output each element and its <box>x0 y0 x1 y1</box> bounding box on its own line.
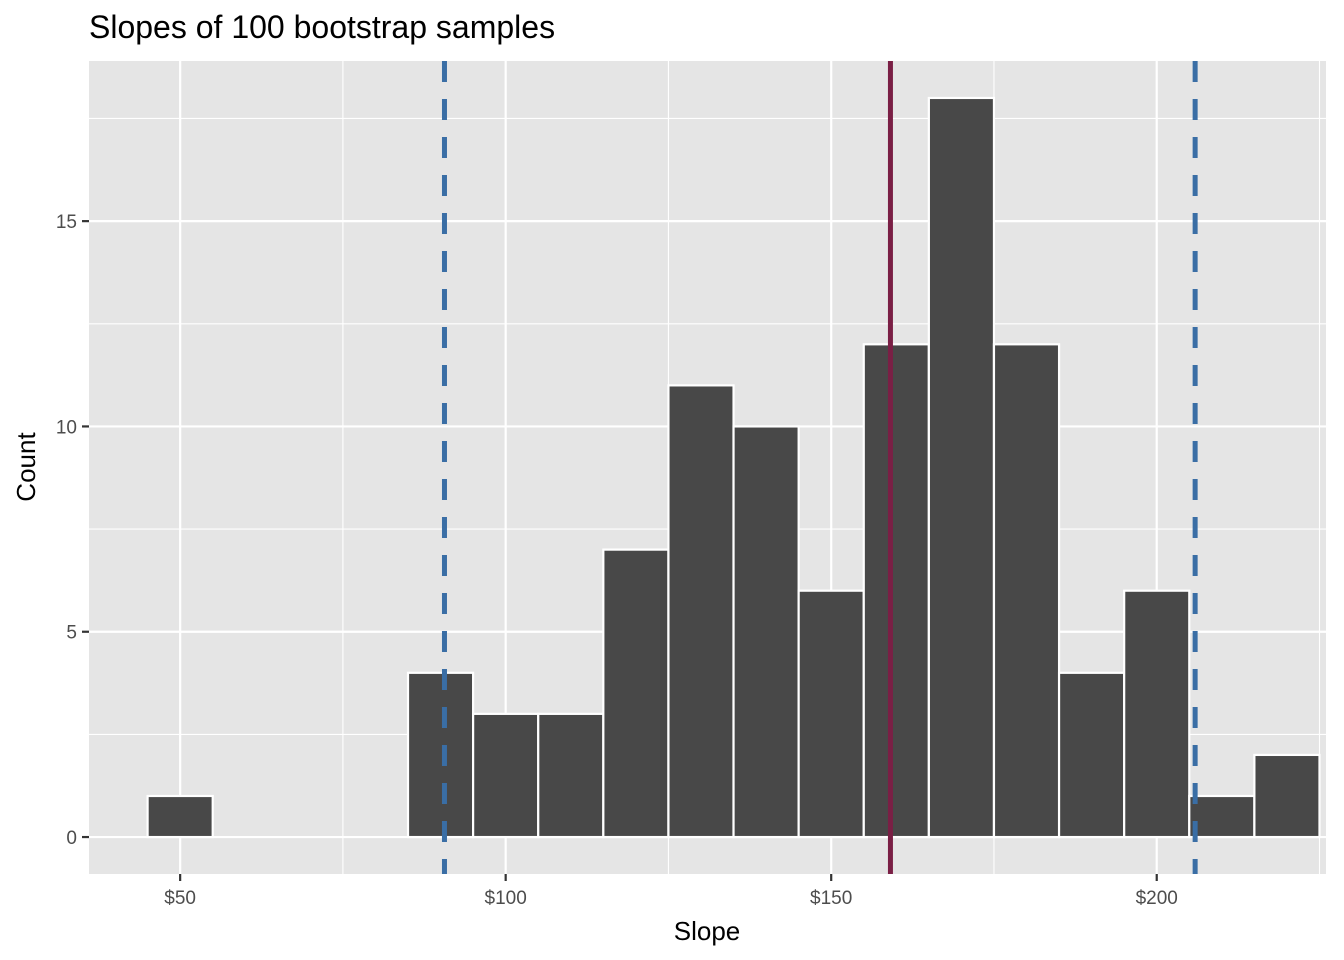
x-tick-label: $50 <box>164 888 196 909</box>
histogram-bar <box>862 343 930 839</box>
x-tick-label: $150 <box>810 888 852 909</box>
histogram-bar <box>667 384 735 839</box>
y-tick-label: 5 <box>66 623 77 644</box>
axes: $50 $100 $150 $200 0 5 10 15 <box>56 212 1178 909</box>
histogram-bar <box>1123 589 1191 839</box>
chart-title: Slopes of 100 bootstrap samples <box>89 9 555 45</box>
histogram-bars <box>146 96 1321 839</box>
histogram-bar <box>797 589 865 839</box>
y-tick-label: 10 <box>56 417 77 438</box>
histogram-bar <box>472 712 540 839</box>
histogram-bar <box>1188 794 1256 839</box>
histogram-bar <box>406 671 475 839</box>
y-tick-label: 0 <box>66 828 77 849</box>
histogram-bar <box>992 343 1061 839</box>
y-axis-title: Count <box>11 432 41 502</box>
histogram-bar <box>1253 753 1321 839</box>
histogram-bar <box>732 425 800 839</box>
histogram-bar <box>1057 671 1126 839</box>
histogram-bar <box>602 548 670 839</box>
x-tick-label: $200 <box>1136 888 1178 909</box>
histogram-bar <box>537 712 605 839</box>
y-tick-label: 15 <box>56 212 77 233</box>
histogram-bar <box>146 794 214 839</box>
x-tick-label: $100 <box>485 888 527 909</box>
reference-lines <box>441 61 1198 874</box>
x-axis-title: Slope <box>674 916 741 946</box>
histogram-bar <box>927 96 996 839</box>
